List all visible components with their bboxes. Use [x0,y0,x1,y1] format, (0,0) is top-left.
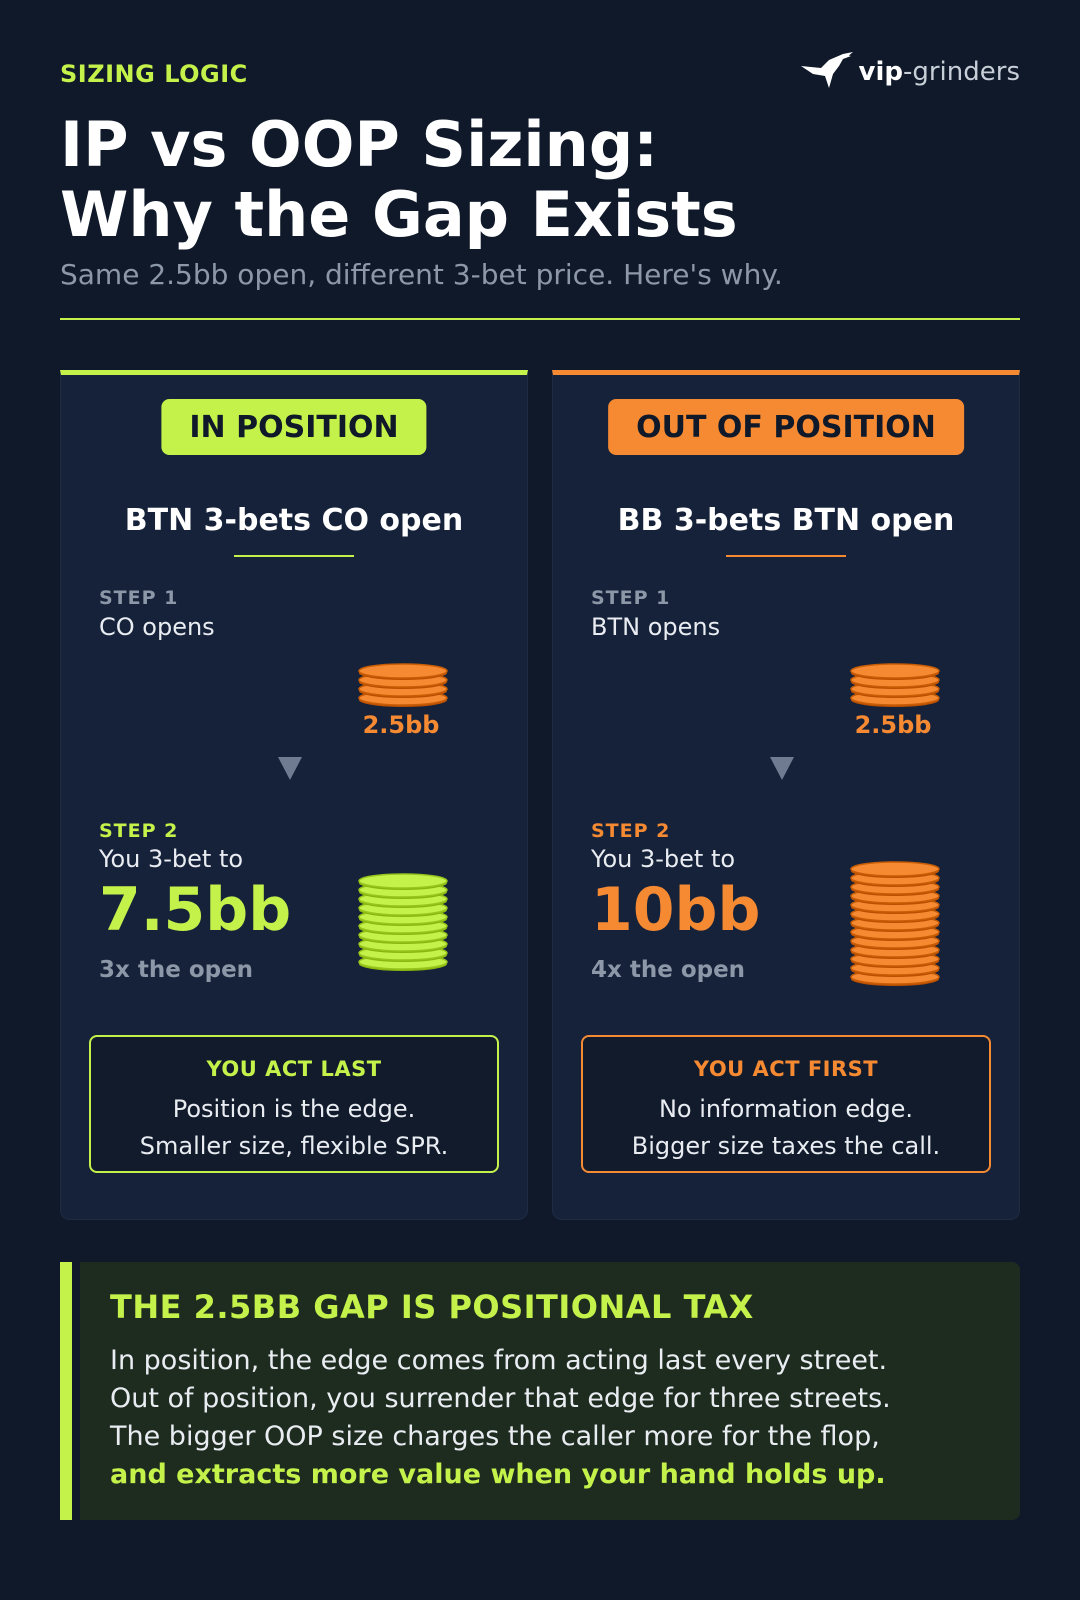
ip-note-line-1: Position is the edge. [172,1095,416,1123]
ip-note-line-2: Smaller size, flexible SPR. [139,1132,449,1160]
takeaway-accent-bar [60,1262,72,1520]
ip-step1-label: STEP 1 [99,587,179,609]
oop-threebet-amount: 10bb [591,875,761,945]
oop-threebet-chip-stack-icon [850,861,940,986]
oop-step1-label: STEP 1 [591,587,671,609]
chip [850,861,940,877]
takeaway-body: In position, the edge comes from acting … [110,1342,891,1494]
ip-step2-label: STEP 2 [99,820,179,842]
takeaway-line-3: The bigger OOP size charges the caller m… [110,1421,880,1452]
brand-wordmark: vip-grinders [858,57,1021,87]
oop-scenario-underline [726,555,846,557]
takeaway-heading: THE 2.5BB GAP IS POSITIONAL TAX [110,1288,754,1326]
ip-step2-text: You 3-bet to [99,845,244,873]
takeaway-line-2: Out of position, you surrender that edge… [110,1383,891,1414]
out-of-position-card: OUT OF POSITION BB 3-bets BTN open STEP … [552,370,1020,1220]
oop-note-line-2: Bigger size taxes the call. [631,1132,941,1160]
in-position-badge: IN POSITION [161,399,427,455]
hummingbird-icon [800,52,853,88]
takeaway-bar-gap [72,1262,80,1520]
oop-step2-label: STEP 2 [591,820,671,842]
oop-open-amount: 2.5bb [854,711,932,739]
ip-step1-text: CO opens [99,613,215,641]
page-title: IP vs OOP Sizing: Why the Gap Exists [60,110,738,250]
ip-scenario-underline [234,555,354,557]
takeaway-panel: THE 2.5BB GAP IS POSITIONAL TAX In posit… [60,1262,1020,1520]
oop-step2-text: You 3-bet to [591,845,736,873]
ip-open-amount: 2.5bb [362,711,440,739]
oop-open-chip-stack-icon [850,663,940,707]
ip-down-arrow-icon [278,757,302,780]
page-subtitle: Same 2.5bb open, different 3-bet price. … [60,258,783,291]
oop-step1-text: BTN opens [591,613,721,641]
ip-threebet-chip-stack-icon [358,873,448,971]
chip [358,663,448,679]
ip-open-chip-stack-icon [358,663,448,707]
ip-note-box: YOU ACT LAST Position is the edge. Small… [89,1035,499,1173]
brand-logo[interactable]: vip-grinders [799,50,1021,94]
takeaway-line-4: and extracts more value when your hand h… [110,1459,886,1490]
title-line-1: IP vs OOP Sizing: [60,108,658,181]
ip-threebet-amount: 7.5bb [99,875,292,945]
out-of-position-badge: OUT OF POSITION [608,399,964,455]
ip-scenario-title: BTN 3-bets CO open [124,503,464,538]
in-position-card: IN POSITION BTN 3-bets CO open STEP 1 CO… [60,370,528,1220]
oop-note-box: YOU ACT FIRST No information edge. Bigge… [581,1035,991,1173]
oop-down-arrow-icon [770,757,794,780]
header-divider [60,318,1020,320]
oop-scenario-title: BB 3-bets BTN open [617,503,955,538]
ip-multiple: 3x the open [99,957,254,983]
oop-note-heading: YOU ACT FIRST [693,1057,879,1081]
ip-note-heading: YOU ACT LAST [206,1057,382,1081]
oop-multiple: 4x the open [591,957,746,983]
takeaway-line-1: In position, the edge comes from acting … [110,1345,888,1376]
eyebrow-label: SIZING LOGIC [60,60,248,88]
oop-note-line-1: No information edge. [658,1095,914,1123]
chip [358,873,448,889]
title-line-2: Why the Gap Exists [60,178,738,251]
chip [850,663,940,679]
